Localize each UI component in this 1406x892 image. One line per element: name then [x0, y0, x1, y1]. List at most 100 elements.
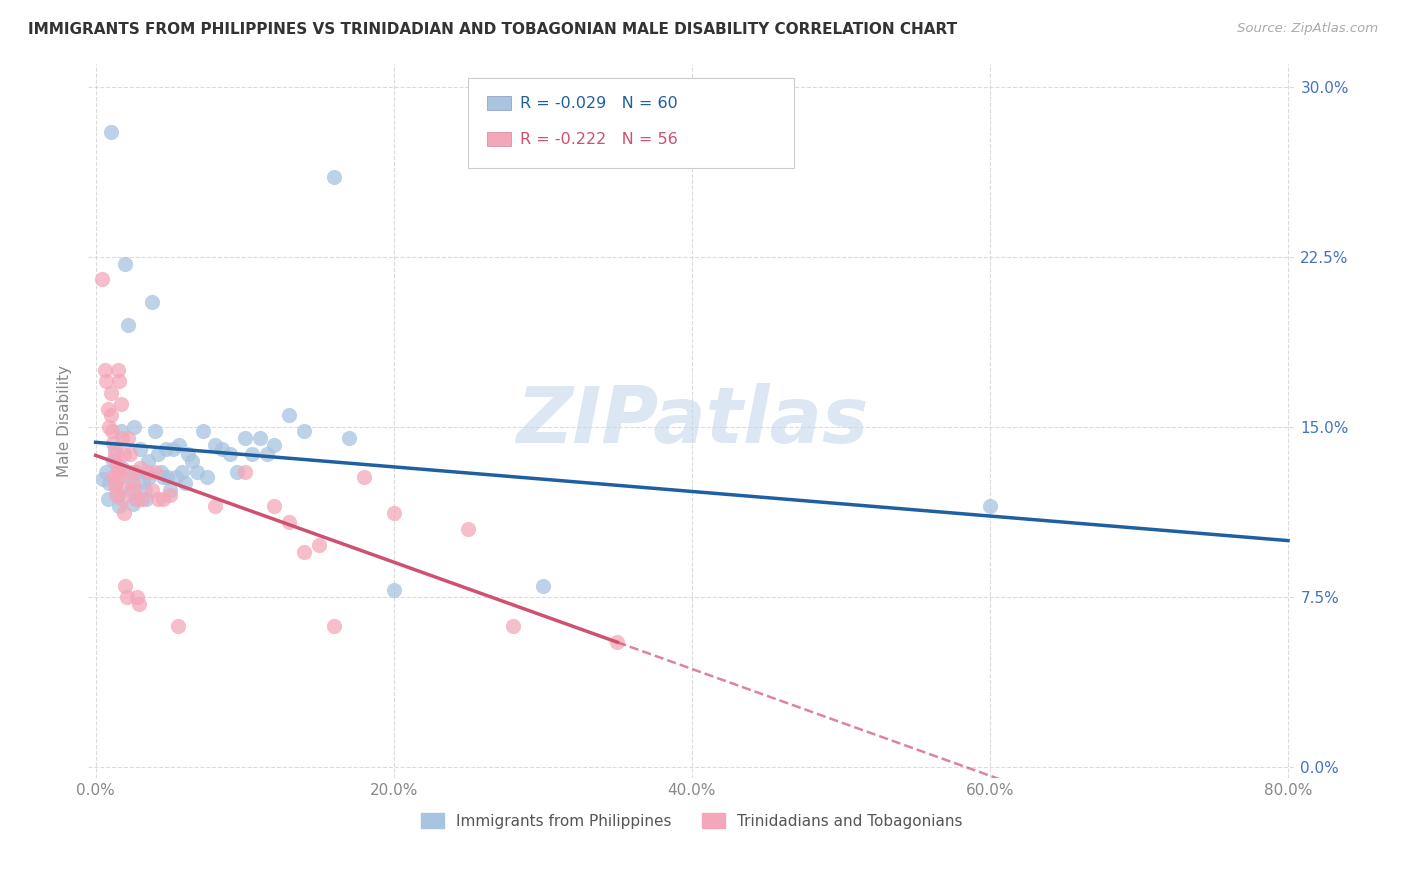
Point — [124, 483, 146, 498]
Point — [457, 522, 479, 536]
Point — [138, 469, 160, 483]
Point — [174, 476, 197, 491]
Point — [120, 483, 142, 498]
Point — [98, 419, 121, 434]
Point — [100, 125, 122, 139]
Point — [104, 442, 127, 457]
Point — [141, 483, 163, 498]
FancyBboxPatch shape — [468, 78, 794, 168]
Point — [108, 469, 131, 483]
Point — [218, 447, 240, 461]
Text: R = -0.029   N = 60: R = -0.029 N = 60 — [520, 95, 678, 111]
Point — [186, 465, 208, 479]
Point — [531, 578, 554, 592]
Point — [118, 447, 141, 461]
Text: R = -0.222   N = 56: R = -0.222 N = 56 — [520, 131, 678, 146]
Point — [110, 481, 132, 495]
Point — [124, 419, 146, 434]
Point — [152, 492, 174, 507]
Point — [148, 447, 170, 461]
Point — [249, 431, 271, 445]
Point — [107, 465, 129, 479]
Point — [129, 442, 152, 457]
Point — [122, 497, 145, 511]
Point — [337, 431, 360, 445]
Point — [382, 506, 405, 520]
Point — [308, 538, 330, 552]
Point — [353, 469, 375, 483]
Point — [292, 544, 315, 558]
Point — [143, 425, 166, 439]
Point — [100, 385, 122, 400]
Point — [197, 469, 219, 483]
Point — [152, 469, 174, 483]
Point — [211, 442, 233, 457]
Point — [118, 469, 141, 483]
Point — [233, 431, 256, 445]
Point — [98, 476, 121, 491]
Point — [110, 397, 132, 411]
Point — [107, 488, 129, 502]
Point — [256, 447, 278, 461]
Point — [226, 465, 249, 479]
Point — [107, 363, 129, 377]
Point — [159, 483, 181, 498]
Point — [112, 447, 135, 461]
Point — [162, 442, 184, 457]
Point — [120, 465, 142, 479]
Point — [107, 460, 129, 475]
Point — [90, 272, 112, 286]
Point — [122, 476, 145, 491]
Y-axis label: Male Disability: Male Disability — [58, 365, 72, 477]
Point — [111, 431, 134, 445]
Point — [105, 454, 128, 468]
Point — [108, 375, 131, 389]
Point — [263, 499, 285, 513]
Point — [94, 375, 117, 389]
FancyBboxPatch shape — [486, 132, 510, 146]
Point — [150, 465, 173, 479]
Point — [167, 438, 190, 452]
Point — [136, 465, 159, 479]
Legend: Immigrants from Philippines, Trinidadians and Tobagonians: Immigrants from Philippines, Trinidadian… — [415, 806, 969, 835]
Point — [141, 295, 163, 310]
Point — [108, 499, 131, 513]
Point — [131, 492, 153, 507]
Point — [148, 492, 170, 507]
Point — [129, 460, 152, 475]
Point — [204, 438, 226, 452]
Point — [117, 431, 139, 445]
Point — [136, 454, 159, 468]
Point — [502, 619, 524, 633]
Point — [103, 435, 125, 450]
Point — [111, 460, 134, 475]
Point — [100, 409, 122, 423]
Point — [979, 499, 1001, 513]
Point — [117, 318, 139, 332]
Point — [278, 409, 301, 423]
Point — [105, 476, 128, 491]
Point — [128, 597, 150, 611]
Point — [96, 492, 118, 507]
Point — [278, 515, 301, 529]
Point — [112, 506, 135, 520]
Point — [143, 465, 166, 479]
Point — [104, 479, 127, 493]
Point — [127, 492, 149, 507]
Point — [240, 447, 263, 461]
Point — [292, 425, 315, 439]
Point — [323, 619, 346, 633]
Text: Source: ZipAtlas.com: Source: ZipAtlas.com — [1237, 22, 1378, 36]
Point — [170, 465, 193, 479]
Point — [127, 590, 149, 604]
Text: ZIPatlas: ZIPatlas — [516, 384, 868, 459]
Text: IMMIGRANTS FROM PHILIPPINES VS TRINIDADIAN AND TOBAGONIAN MALE DISABILITY CORREL: IMMIGRANTS FROM PHILIPPINES VS TRINIDADI… — [28, 22, 957, 37]
Point — [132, 474, 155, 488]
Point — [135, 492, 157, 507]
Point — [263, 438, 285, 452]
Point — [166, 619, 188, 633]
Point — [91, 472, 114, 486]
FancyBboxPatch shape — [486, 96, 510, 111]
Point — [134, 483, 156, 498]
Point — [177, 447, 200, 461]
